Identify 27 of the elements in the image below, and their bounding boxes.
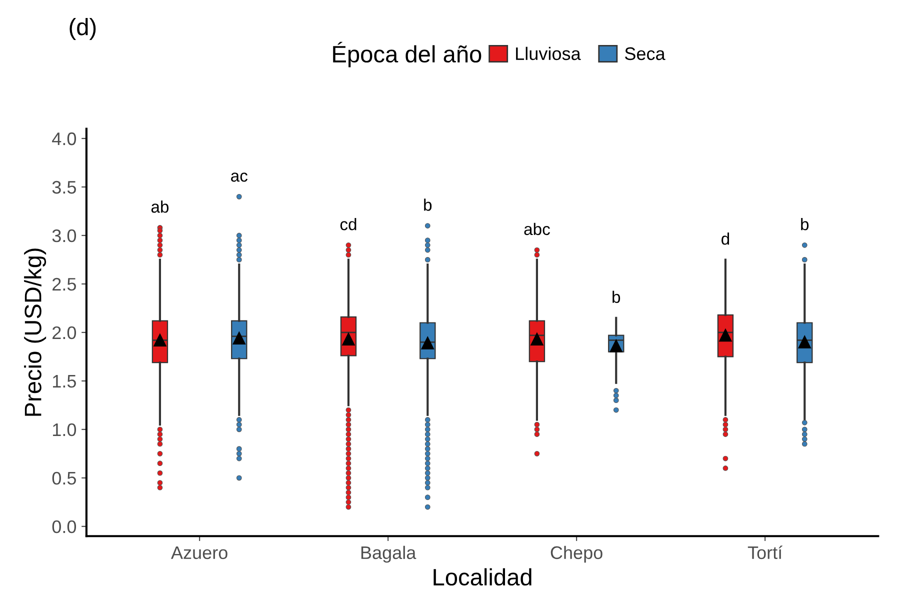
chart-title: (d) bbox=[70, 18, 96, 40]
y-axis-title: Precio (USD/kg) bbox=[24, 248, 46, 416]
y-tick-label: 0.5 bbox=[52, 472, 76, 485]
annotation: abc bbox=[524, 222, 550, 236]
legend-label: Seca bbox=[624, 47, 666, 60]
y-tick-label: 0.0 bbox=[52, 520, 76, 534]
y-tick-label: 3.0 bbox=[52, 229, 76, 242]
legend-label: Lluviosa bbox=[516, 46, 581, 60]
x-tick-label: Azuero bbox=[170, 546, 228, 560]
x-tick-label: Tortí bbox=[748, 546, 783, 560]
annotation: b bbox=[801, 218, 809, 230]
y-tick-label: 2.5 bbox=[52, 278, 76, 291]
x-tick-label: Bagala bbox=[361, 546, 416, 563]
x-axis-title: Localidad bbox=[434, 568, 532, 586]
y-tick-label: 4.0 bbox=[52, 132, 76, 146]
y-tick-label: 3.5 bbox=[52, 180, 76, 194]
annotation: cd bbox=[340, 218, 356, 230]
annotation: ab bbox=[151, 200, 169, 213]
annotation: d bbox=[722, 232, 730, 245]
annotation: b bbox=[424, 198, 432, 211]
y-tick-label: 2.0 bbox=[52, 326, 76, 340]
annotation: ac bbox=[231, 172, 248, 182]
y-tick-label: 1.0 bbox=[53, 423, 76, 436]
y-tick-label: 1.5 bbox=[53, 375, 76, 388]
x-tick-label: Chepo bbox=[550, 546, 602, 563]
legend-title: Época del año bbox=[333, 42, 482, 68]
annotation: b bbox=[612, 290, 620, 303]
